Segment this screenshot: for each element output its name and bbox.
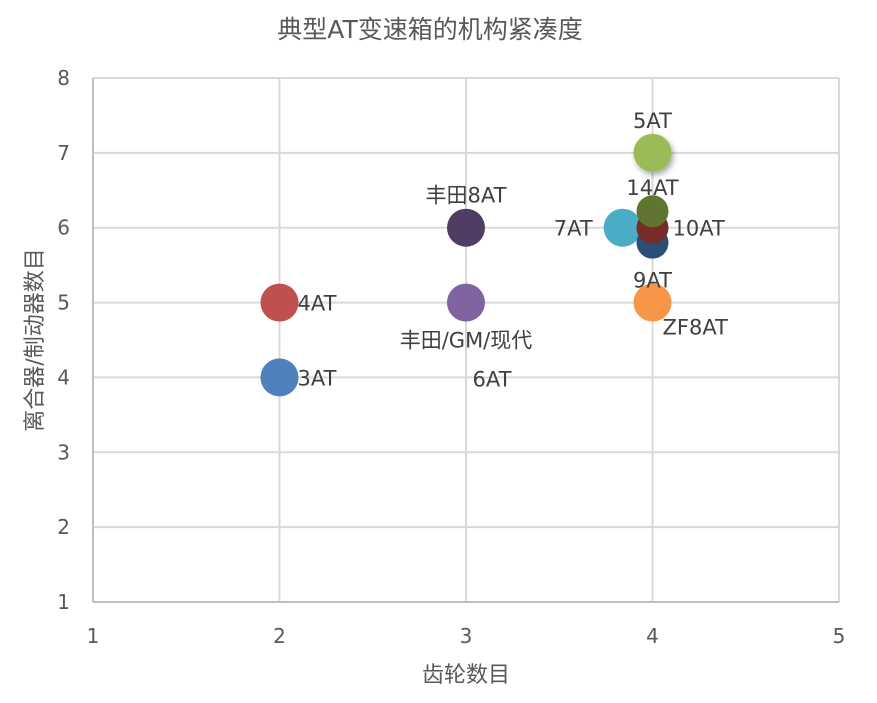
data-label: 9AT <box>633 269 672 293</box>
data-label: 7AT <box>554 217 593 241</box>
x-tick-label: 5 <box>833 624 846 648</box>
data-label: ZF8AT <box>663 316 729 340</box>
y-tick-label: 7 <box>57 141 70 165</box>
data-point <box>636 195 669 228</box>
data-point <box>260 358 299 397</box>
data-point <box>633 133 672 172</box>
y-tick-label: 4 <box>57 365 70 389</box>
y-tick-label: 2 <box>57 515 70 539</box>
data-point <box>633 283 672 322</box>
data-label: 丰田8AT <box>426 184 507 208</box>
data-label: 14AT <box>626 176 678 200</box>
data-label: 4AT <box>298 292 337 316</box>
y-tick-label: 5 <box>57 291 70 315</box>
gridlines <box>92 77 840 603</box>
data-points <box>260 133 672 397</box>
chart-title: 典型AT变速箱的机构紧凑度 <box>277 15 582 44</box>
data-labels: 3AT 4AT 丰田/GM/现代 6AT 丰田8AT 7AT 9AT 10AT 14AT 5AT Z… <box>298 109 729 392</box>
x-tick-label: 1 <box>87 624 100 648</box>
data-label: 10AT <box>673 217 725 241</box>
data-label: 6AT <box>473 368 512 392</box>
y-axis-title: 离合器/制动器数目 <box>23 248 48 431</box>
data-point <box>447 283 485 322</box>
data-label: 5AT <box>633 109 672 133</box>
x-tick-label: 4 <box>646 624 659 648</box>
y-tick-label: 6 <box>57 216 70 240</box>
x-tick-label: 2 <box>273 624 286 648</box>
y-tick-label: 3 <box>57 440 70 464</box>
x-tick-label: 3 <box>460 624 473 648</box>
y-tick-label: 8 <box>57 66 70 90</box>
data-label: 3AT <box>298 366 337 390</box>
data-point <box>603 208 642 247</box>
x-axis-title: 齿轮数目 <box>422 663 510 688</box>
y-axis-ticks: 1 2 3 4 5 6 7 8 <box>57 66 70 614</box>
data-point <box>260 283 299 322</box>
data-label: 丰田/GM/现代 <box>400 329 533 353</box>
x-axis-ticks: 1 2 3 4 5 <box>87 624 846 648</box>
y-tick-label: 1 <box>57 590 70 614</box>
data-point <box>447 208 485 247</box>
